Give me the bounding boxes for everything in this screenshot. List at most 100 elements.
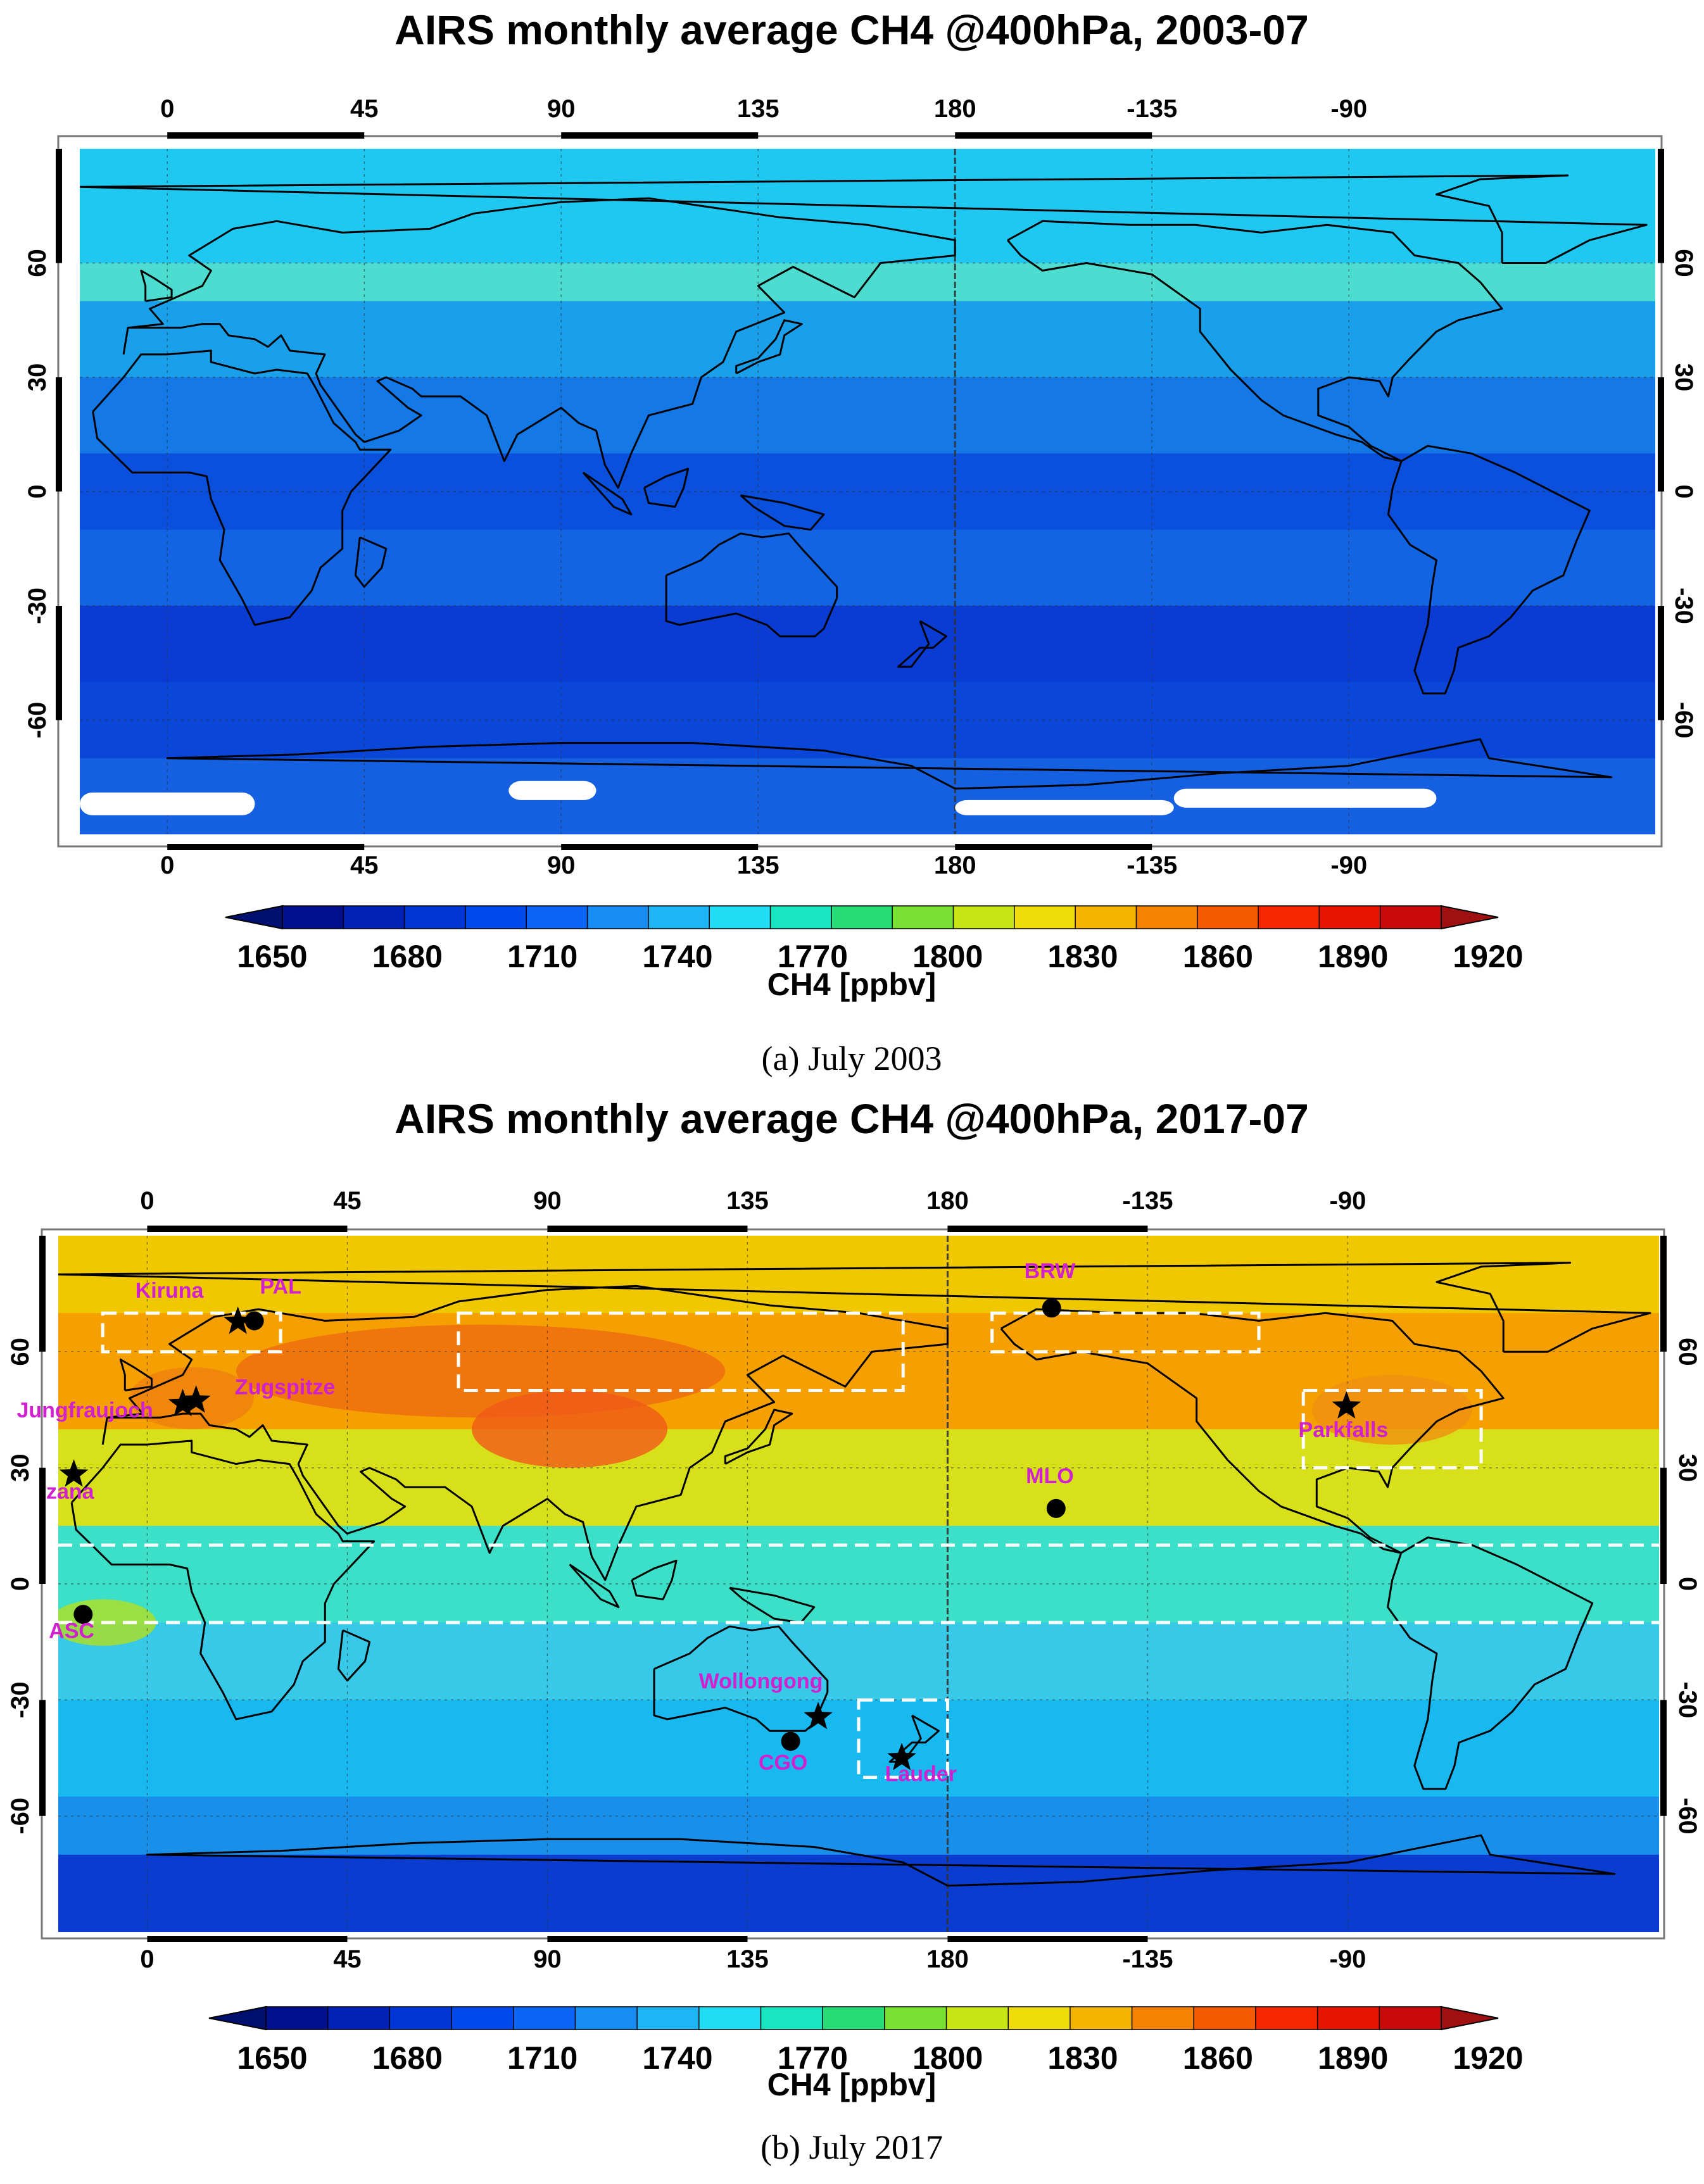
panel-title: AIRS monthly average CH4 @400hPa, 2017-0… [394,1095,1309,1142]
colorbar-label: CH4 [ppbv] [767,2067,937,2102]
colorbar-swatch [698,2006,762,2030]
lon-bar-bottom [955,844,1152,850]
colorbar-swatch [1075,905,1137,929]
lat-tick-right: -30 [1674,1681,1701,1718]
colorbar-swatch [512,2006,576,2030]
ch4-band [58,1236,1659,1314]
station-circle-marker [244,1311,264,1331]
lat-tick-left: 0 [6,1577,34,1591]
lat-bar-left [56,377,62,492]
lon-bar-top [167,132,365,139]
colorbar-tick-label: 1770 [778,2040,848,2076]
station-brw: BRW [1025,1259,1076,1318]
lon-tick-top: 90 [547,95,576,123]
lat-tick-right: -30 [1670,587,1698,624]
lat-tick-right: -60 [1674,1798,1701,1835]
lat-bar-left [56,149,62,263]
station-label: Zugspitze [235,1376,336,1400]
colorbar-swatch [892,905,954,929]
station-label: Wollongong [699,1669,823,1693]
data-field [58,1236,1659,1932]
lon-tick-bottom: 135 [737,851,779,879]
station-star-marker [804,1702,833,1729]
map-panel-b: AIRS monthly average CH4 @400hPa, 2017-0… [6,1095,1701,2166]
station-label: MLO [1026,1464,1074,1488]
colorbar-swatch [1007,2006,1071,2030]
samerica-coastline [1387,1536,1594,1790]
ch4-band [58,1797,1659,1855]
station-wollongong: Wollongong [699,1669,833,1729]
lon-tick-bottom: 180 [934,851,976,879]
panel-caption: (b) July 2017 [760,2128,943,2166]
greenland-coastline [80,174,1648,264]
lon-tick-bottom: 45 [350,851,379,879]
station-parkfalls: Parkfalls [1299,1391,1389,1442]
lon-tick-bottom: -135 [1127,851,1177,879]
station-kiruna: Kiruna [136,1279,253,1334]
lon-bar-top [561,132,759,139]
lon-tick-top: -90 [1330,1187,1366,1215]
colorbar-swatch [952,905,1016,929]
lon-bar-bottom [561,844,759,850]
no-data-area [80,792,255,815]
lat-tick-left: 30 [23,363,51,392]
lat-tick-left: 60 [6,1338,34,1366]
colorbar-tick-label: 1710 [507,2040,577,2076]
nz-coastline [897,620,947,668]
lat-bar-right [1658,606,1664,720]
colorbar-swatch [574,2006,638,2030]
lon-bar-bottom [167,844,365,850]
station-cgo: CGO [759,1731,807,1774]
colorbar-tick-label: 1920 [1453,939,1523,974]
eurasia-coastline [101,1284,949,1581]
ch4-band [58,1526,1659,1624]
africa-coastline [92,349,392,626]
panel-title: AIRS monthly average CH4 @400hPa, 2003-0… [394,6,1309,53]
lon-bar-bottom [147,1936,348,1942]
colorbar-tick-label: 1710 [507,939,577,974]
colorbar-swatch [526,905,588,929]
lon-bar-top [147,1226,348,1232]
lat-tick-left: -60 [23,702,51,739]
station-circle-marker [1042,1298,1061,1318]
colorbar-swatch [389,2006,453,2030]
station-label: ASC [49,1619,94,1643]
colorbar-tick-label: 1800 [912,939,983,974]
lat-bar-right [1658,377,1664,492]
colorbar: 1650 1680 1710 1740 1770 1800 1830 1860 1890 1920… [208,2005,1524,2102]
colorbar-swatch [1255,2006,1318,2030]
colorbar-tick-label: 1890 [1318,2040,1388,2076]
colorbar-swatch [1196,905,1259,929]
lon-tick-top: 180 [926,1187,969,1215]
africa-coastline [70,1440,376,1721]
lat-bar-right [1658,149,1664,263]
colorbar-swatch [1316,2006,1380,2030]
colorbar-tick-label: 1650 [237,939,307,974]
no-data-area [1173,788,1437,808]
lat-tick-right: 60 [1674,1338,1701,1366]
station-asc: ASC [49,1605,94,1643]
lon-tick-top: 45 [333,1187,362,1215]
station-zugspitze: Zugspitze [181,1376,336,1413]
colorbar-swatch [709,905,771,929]
lat-tick-right: 30 [1670,363,1698,392]
station-label: Jungfraujoch [16,1398,153,1422]
uk-coastline [140,270,173,303]
colorbar-swatch [265,2006,329,2030]
lat-tick-left: -30 [6,1681,34,1718]
station-label: Parkfalls [1299,1418,1389,1442]
sumatra-coastline [582,472,633,516]
station-label: BRW [1025,1259,1076,1283]
region-box [1301,1388,1483,1470]
ch4-band [58,1854,1659,1932]
colorbar-tick-label: 1860 [1183,2040,1253,2076]
colorbar-tick-label: 1740 [642,2040,712,2076]
region-box [990,1311,1261,1353]
colorbar-tick-label: 1680 [372,2040,443,2076]
coastlines [58,1262,1651,1887]
lon-bar-bottom [547,1936,748,1942]
ch4-anomaly [236,1324,726,1418]
colorbar-tick-label: 1830 [1047,939,1118,974]
lat-bar-left [39,1700,46,1816]
namerica-coastline [1000,1308,1505,1554]
